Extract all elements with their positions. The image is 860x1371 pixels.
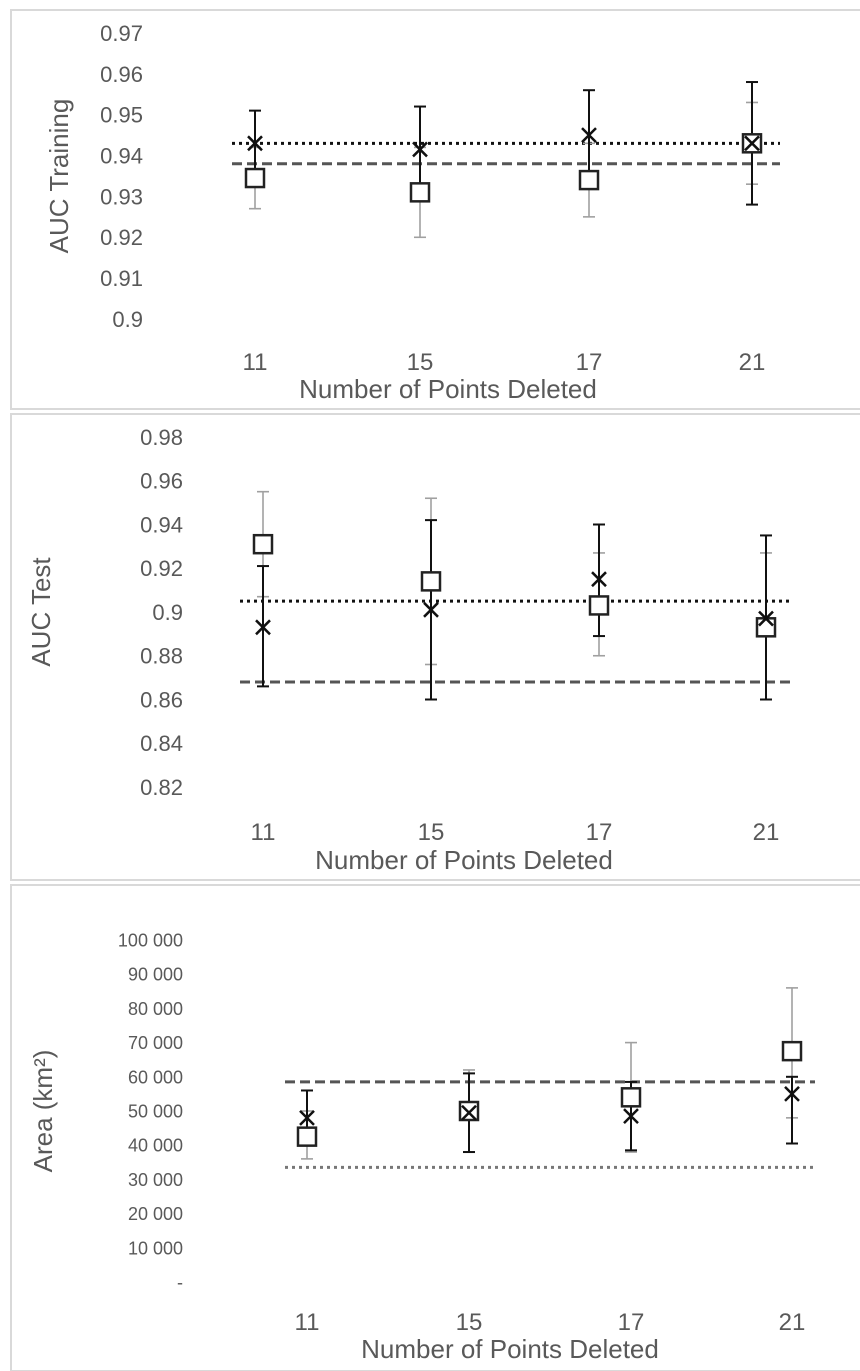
x-tick-label: 17 xyxy=(618,1309,645,1336)
data-point-square xyxy=(755,617,777,638)
y-tick-label: 0.9 xyxy=(112,307,143,332)
y-tick-label: 100 000 xyxy=(118,930,183,950)
x-tick-label: 11 xyxy=(243,349,268,376)
x-axis-label: Number of Points Deleted xyxy=(299,374,597,404)
y-tick-label: 0.92 xyxy=(100,225,143,250)
data-point-square xyxy=(578,169,600,191)
y-tick-label: 0.9 xyxy=(152,600,183,625)
data-point-square xyxy=(588,595,610,616)
panel-1-frame xyxy=(10,9,860,410)
x-axis-label: Number of Points Deleted xyxy=(315,845,613,875)
data-point-x xyxy=(784,1086,800,1102)
y-tick-label: 0.82 xyxy=(140,775,183,800)
data-point-x xyxy=(255,619,271,636)
y-tick-label: 70 000 xyxy=(128,1033,183,1053)
y-tick-label: 0.86 xyxy=(140,687,183,712)
x-tick-label: 21 xyxy=(779,1309,806,1336)
y-tick-label: 0.84 xyxy=(140,731,183,756)
x-tick-label: 11 xyxy=(295,1309,320,1336)
y-tick-label: 50 000 xyxy=(128,1101,183,1121)
panel-3-frame xyxy=(10,884,860,1371)
y-tick-label: 10 000 xyxy=(128,1238,183,1258)
y-tick-label: 0.98 xyxy=(140,425,183,450)
x-tick-label: 17 xyxy=(586,819,613,846)
y-tick-label: 40 000 xyxy=(128,1136,183,1156)
data-point-square xyxy=(409,182,431,203)
y-tick-label: 0.94 xyxy=(100,143,143,168)
chart-3: 100 000 90 000 80 000 70 000 60 000 50 000 40 … xyxy=(28,930,815,1364)
x-tick-label: 15 xyxy=(407,349,434,376)
y-tick-label: 0.97 xyxy=(100,21,143,46)
data-point-x xyxy=(758,610,774,627)
y-tick-label: 0.96 xyxy=(140,469,183,494)
data-point-square xyxy=(420,571,442,592)
data-point-x xyxy=(412,141,428,158)
data-point-x xyxy=(299,1109,315,1126)
y-axis-label: Area (km²) xyxy=(28,1050,58,1173)
data-point-square xyxy=(244,167,266,189)
data-point-x xyxy=(623,1108,639,1125)
y-tick-label: 20 000 xyxy=(128,1204,183,1224)
y-tick-label: 0.91 xyxy=(100,266,143,291)
y-tick-label: 0.88 xyxy=(140,644,183,669)
x-tick-label: 15 xyxy=(418,819,445,846)
y-axis-label: AUC Training xyxy=(44,99,74,254)
y-tick-label: 0.93 xyxy=(100,184,143,209)
x-tick-label: 11 xyxy=(251,819,276,846)
chart-2: 0.98 0.96 0.94 0.92 0.9 0.88 0.86 0.84 0.82 11 15 1… xyxy=(26,425,790,875)
panel-2-frame xyxy=(10,413,860,881)
x-tick-label: 21 xyxy=(753,819,780,846)
data-point-x xyxy=(247,135,263,152)
x-tick-label: 15 xyxy=(456,1309,483,1336)
data-point-square xyxy=(296,1126,318,1147)
y-tick-label: 0.94 xyxy=(140,512,183,537)
data-point-x xyxy=(461,1104,477,1121)
data-point-square xyxy=(781,1040,803,1062)
y-tick-label: 0.96 xyxy=(100,62,143,87)
x-tick-label: 21 xyxy=(739,349,766,376)
y-tick-label: 60 000 xyxy=(128,1067,183,1087)
data-point-x xyxy=(591,571,607,588)
y-tick-label: 0.92 xyxy=(140,556,183,581)
data-point-square xyxy=(252,533,274,555)
y-axis-label: AUC Test xyxy=(26,557,56,667)
y-tick-label: - xyxy=(177,1272,183,1292)
data-point-square xyxy=(620,1087,642,1108)
chart-1: 0.97 0.96 0.95 0.94 0.93 0.92 0.91 0.9 11 15 17 21 N… xyxy=(44,21,780,404)
x-axis-label: Number of Points Deleted xyxy=(361,1334,659,1364)
data-point-x xyxy=(744,135,760,152)
y-tick-label: 90 000 xyxy=(128,965,183,985)
y-tick-label: 80 000 xyxy=(128,999,183,1019)
data-point-x xyxy=(423,601,439,618)
data-point-x xyxy=(581,127,597,144)
y-tick-label: 0.95 xyxy=(100,103,143,128)
x-tick-label: 17 xyxy=(576,349,603,376)
y-tick-label: 30 000 xyxy=(128,1170,183,1190)
